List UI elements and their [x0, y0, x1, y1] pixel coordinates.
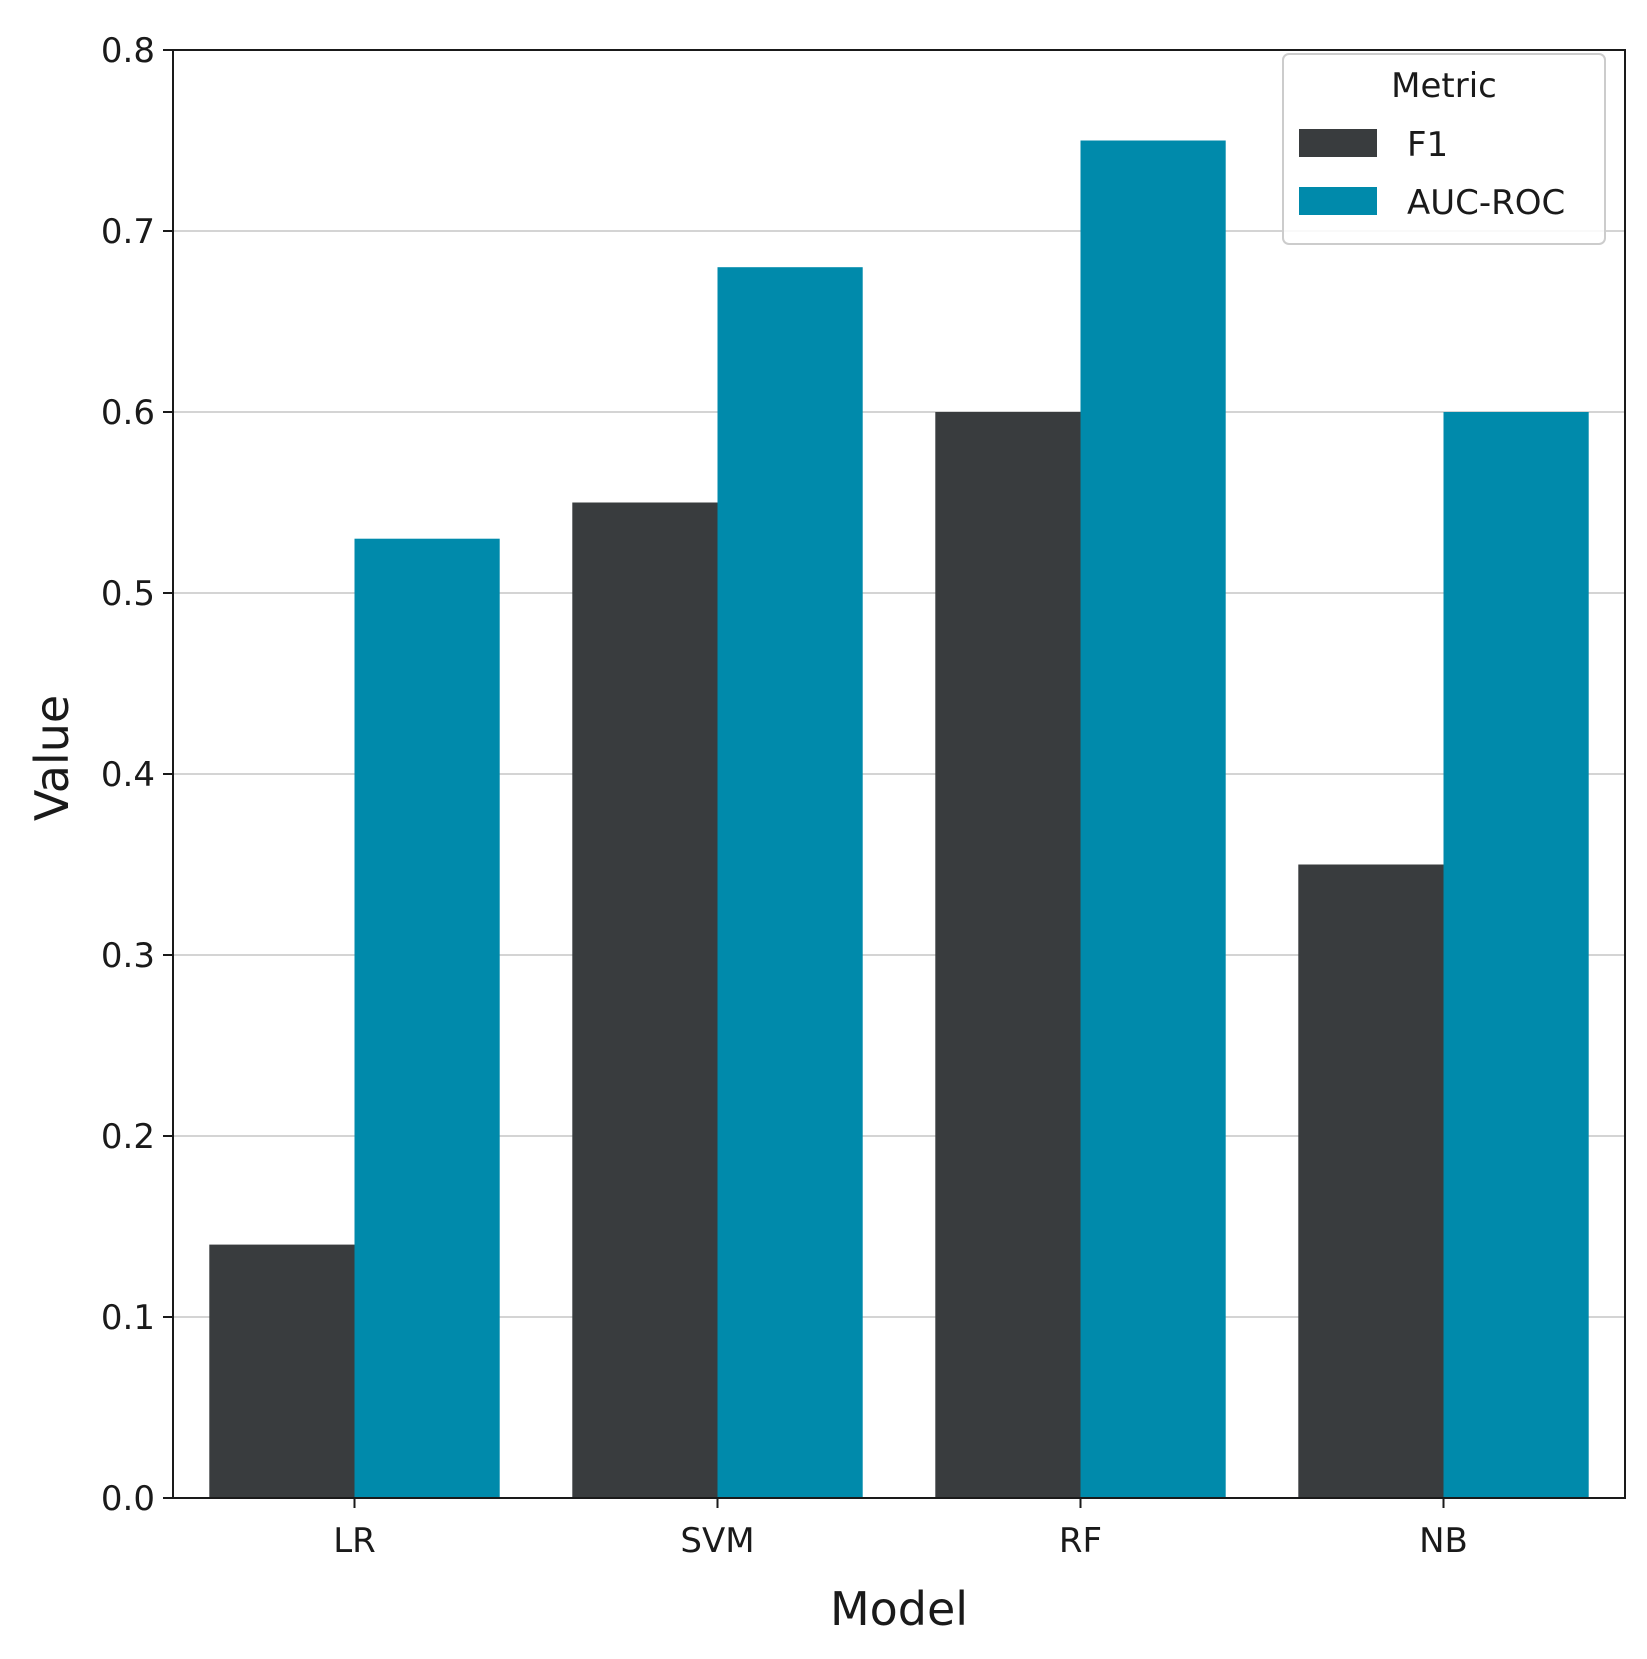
legend-label-f1: F1 [1407, 125, 1448, 165]
y-tick-label-4: 0.4 [101, 755, 155, 795]
y-axis-title: Value [25, 695, 79, 821]
bar-rf-f1 [935, 412, 1081, 1498]
x-tick-label-3: NB [1419, 1521, 1468, 1561]
bar-svm-f1 [572, 502, 718, 1498]
bars-layer [209, 140, 1589, 1499]
y-tick-label-1: 0.1 [101, 1298, 155, 1338]
y-tick-label-6: 0.6 [101, 393, 155, 433]
legend-title: Metric [1391, 66, 1497, 106]
y-tick-label-3: 0.3 [101, 936, 155, 976]
x-tick-label-0: LR [333, 1521, 376, 1561]
y-tick-label-7: 0.7 [101, 212, 155, 252]
legend-swatch-f1 [1299, 129, 1377, 157]
bar-svm-auc-roc [717, 267, 863, 1499]
x-axis-title: Model [830, 1582, 968, 1636]
bar-nb-f1 [1298, 864, 1444, 1498]
y-tick-label-5: 0.5 [101, 574, 155, 614]
x-tick-label-2: RF [1059, 1521, 1102, 1561]
legend: Metric F1 AUC-ROC [1282, 53, 1606, 245]
y-tick-label-2: 0.2 [101, 1117, 155, 1157]
y-tick-label-0: 0.0 [101, 1479, 155, 1519]
bar-lr-f1 [209, 1244, 355, 1498]
x-tick-label-1: SVM [680, 1521, 754, 1561]
plot-frame [172, 49, 1626, 1499]
bar-nb-auc-roc [1443, 412, 1589, 1498]
legend-label-auc-roc: AUC-ROC [1407, 183, 1565, 223]
bar-rf-auc-roc [1080, 140, 1226, 1498]
y-tick-label-8: 0.8 [101, 31, 155, 71]
bar-lr-auc-roc [354, 538, 500, 1498]
axes-layer: 0.0 0.1 0.2 0.3 0.4 0.5 0.6 0.7 0.8 LR SVM RF NB [101, 31, 1626, 1561]
legend-swatch-auc-roc [1299, 187, 1377, 215]
